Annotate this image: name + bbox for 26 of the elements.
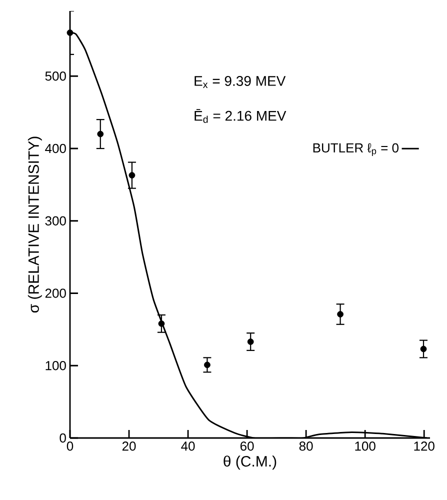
- y-tick-label: 500: [45, 72, 66, 81]
- point: [97, 130, 104, 138]
- x-axis-title: θ (C.M.): [224, 456, 276, 470]
- y-tick-label: 200: [45, 288, 66, 298]
- x-tick-label: 80: [299, 442, 313, 451]
- y-tick-label: 300: [45, 216, 66, 226]
- x-tick-label: 120: [414, 442, 434, 451]
- point: [128, 172, 136, 178]
- point: [247, 338, 254, 345]
- y-tick-label: 100: [46, 361, 66, 370]
- x-tick-label: 100: [355, 442, 376, 451]
- annotation: Ē$_{d}$ = 2.16 MEV: [194, 109, 286, 123]
- point: [66, 30, 74, 36]
- x-tick-label: 60: [240, 442, 254, 451]
- x-tick-label: 40: [181, 442, 195, 451]
- point: [158, 320, 165, 327]
- x-tick-label: 0: [66, 442, 74, 451]
- y-axis-title: σ (RELATIVE INTENSITY): [28, 136, 42, 313]
- point: [204, 362, 210, 368]
- x-tick-label: 20: [122, 442, 136, 451]
- annotation: E$_{x}$ = 9.39 MEV: [194, 76, 286, 88]
- y-tick-label: 0: [60, 433, 66, 443]
- y-tick-label: 400: [45, 144, 66, 154]
- point: [337, 311, 344, 318]
- legend-label: BUTLER ℓ$_{p}$ = 0: [313, 143, 399, 156]
- point: [420, 346, 427, 352]
